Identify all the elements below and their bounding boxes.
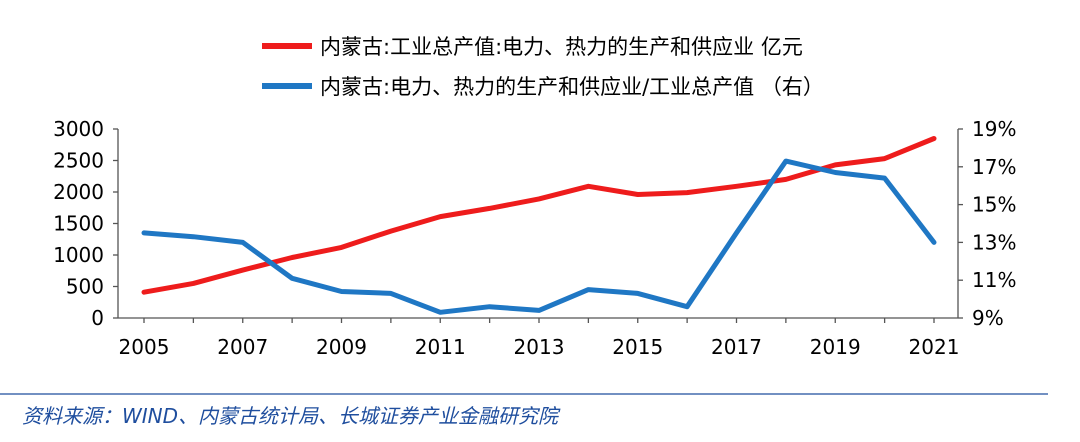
- y-left-tick-label: 1000: [53, 243, 104, 267]
- y-left-tick-label: 1500: [53, 212, 104, 236]
- x-tick-label: 2009: [316, 335, 367, 359]
- x-tick-label: 2021: [909, 335, 960, 359]
- legend-label-series-2: 内蒙古:电力、热力的生产和供应业/工业总产值 （右）: [320, 75, 824, 99]
- y-left-tick-label: 0: [91, 306, 104, 330]
- x-tick-label: 2017: [711, 335, 762, 359]
- legend: 内蒙古:工业总产值:电力、热力的生产和供应业 亿元 内蒙古:电力、热力的生产和供…: [262, 35, 824, 99]
- y-left-tick-label: 3000: [53, 117, 104, 141]
- x-tick-label: 2013: [514, 335, 565, 359]
- y-right-tick-label: 13%: [972, 230, 1016, 254]
- y-right-tick-label: 15%: [972, 193, 1016, 217]
- x-tick-label: 2007: [217, 335, 268, 359]
- legend-label-series-1: 内蒙古:工业总产值:电力、热力的生产和供应业 亿元: [320, 35, 803, 59]
- y-right-tick-label: 19%: [972, 117, 1016, 141]
- x-tick-label: 2019: [810, 335, 861, 359]
- x-tick-label: 2005: [119, 335, 170, 359]
- axes: 0 500 1000 1500 2000 2500 3000 9% 11% 13% 15% 17% 19…: [53, 117, 1016, 359]
- y-left-tick-label: 2500: [53, 149, 104, 173]
- y-left-tick-label: 2000: [53, 180, 104, 204]
- x-tick-label: 2011: [415, 335, 466, 359]
- source-note: 资料来源：WIND、内蒙古统计局、长城证券产业金融研究院: [22, 404, 559, 428]
- series-line-1: [141, 136, 937, 295]
- y-left-tick-label: 500: [66, 275, 104, 299]
- series-lines: [141, 136, 937, 315]
- x-tick-label: 2015: [612, 335, 663, 359]
- y-right-tick-label: 17%: [972, 155, 1016, 179]
- y-right-tick-label: 9%: [972, 306, 1004, 330]
- y-right-tick-label: 11%: [972, 268, 1016, 292]
- series-line-2: [141, 158, 937, 315]
